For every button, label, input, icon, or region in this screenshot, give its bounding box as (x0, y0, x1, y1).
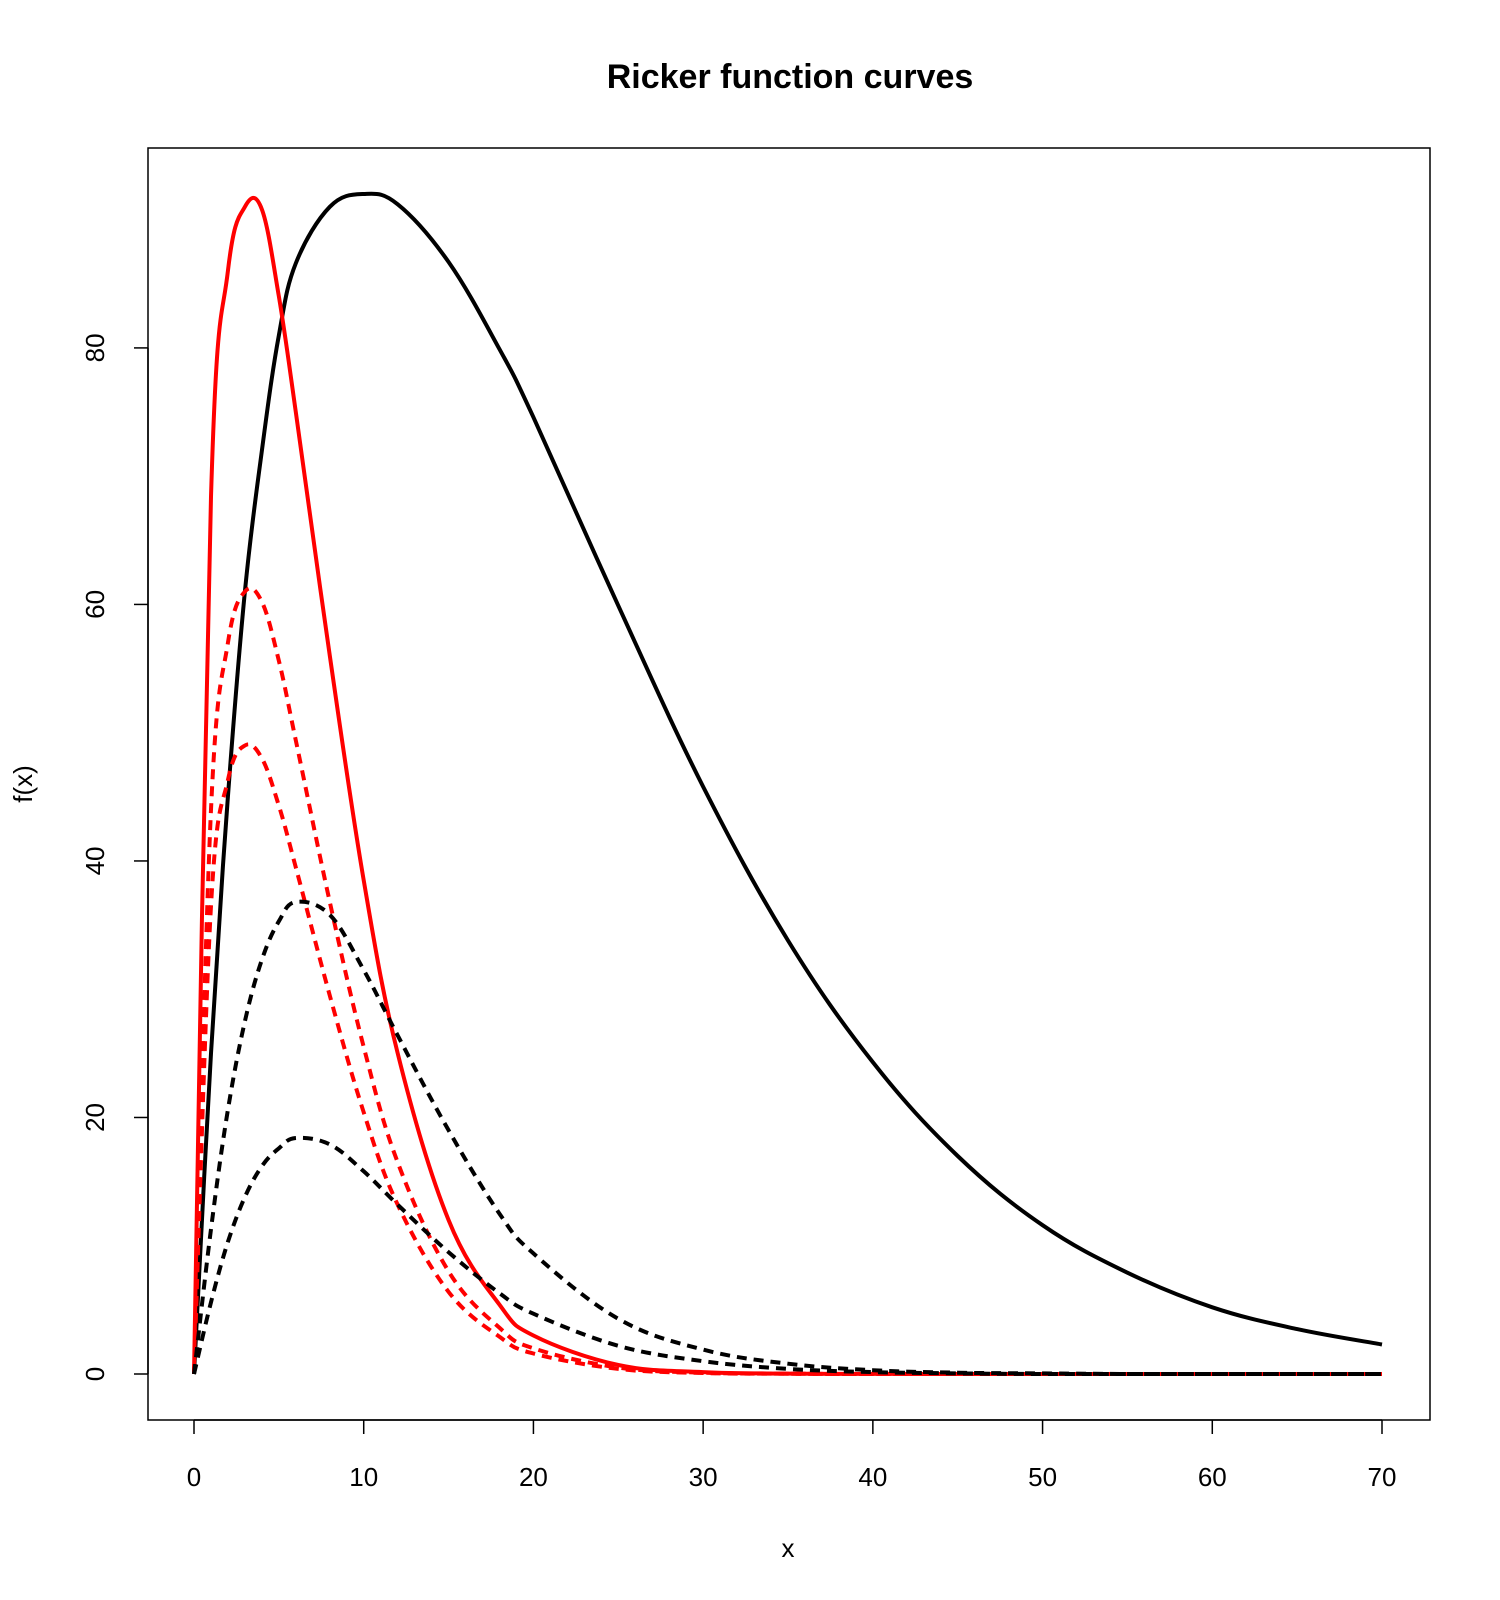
x-tick-label: 0 (187, 1462, 201, 1492)
series-line-5 (192, 899, 1382, 1377)
series-line-6 (192, 1135, 1382, 1377)
x-tick-label: 20 (519, 1462, 548, 1492)
y-tick-label: 80 (80, 333, 110, 362)
x-axis-label: x (782, 1533, 795, 1563)
series-layer (192, 191, 1383, 1377)
x-tick-label: 70 (1368, 1462, 1397, 1492)
series-line-1 (192, 191, 1383, 1375)
x-tick-label: 50 (1028, 1462, 1057, 1492)
y-axis: 0 20 40 60 80 (80, 333, 149, 1381)
x-tick-label: 40 (858, 1462, 887, 1492)
y-axis-label: f(x) (8, 765, 38, 803)
series-line-3 (192, 586, 1382, 1377)
series-line-2 (192, 195, 1382, 1377)
y-tick-label: 60 (80, 590, 110, 619)
x-tick-label: 30 (689, 1462, 718, 1492)
x-tick-label: 10 (349, 1462, 378, 1492)
chart-title: Ricker function curves (607, 58, 974, 96)
y-tick-label: 40 (80, 846, 110, 875)
y-tick-label: 20 (80, 1103, 110, 1132)
plot-frame (147, 147, 1431, 1421)
x-tick-label: 60 (1198, 1462, 1227, 1492)
y-tick-label: 0 (80, 1367, 110, 1381)
x-axis: 0 10 20 30 40 50 60 70 (187, 1419, 1397, 1492)
series-line-4 (192, 742, 1382, 1377)
